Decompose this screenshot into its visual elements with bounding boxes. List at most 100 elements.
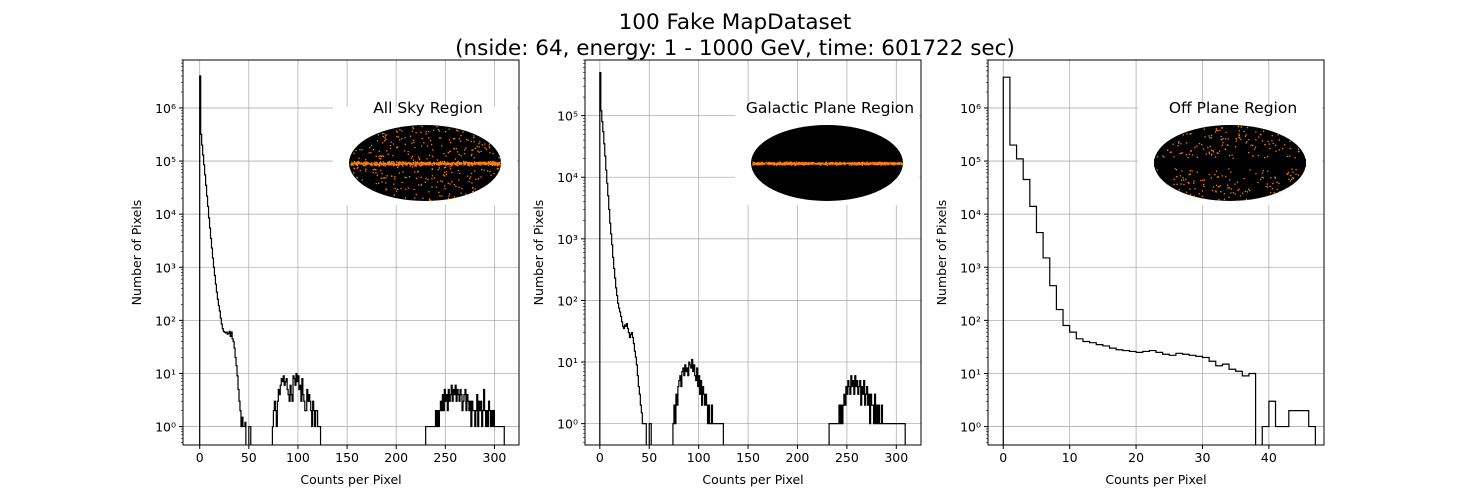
sky-point xyxy=(1278,139,1280,141)
sky-point xyxy=(463,164,465,166)
sky-point xyxy=(869,163,871,166)
sky-point xyxy=(497,162,499,165)
sky-point xyxy=(891,163,893,166)
sky-point xyxy=(883,161,885,164)
sky-point xyxy=(881,162,883,164)
sky-point xyxy=(1215,184,1218,186)
sky-point xyxy=(380,162,383,164)
sky-point xyxy=(474,188,476,190)
sky-point xyxy=(437,163,440,165)
sky-point xyxy=(429,199,431,201)
sky-point xyxy=(353,161,356,163)
sky-point xyxy=(416,161,419,163)
sky-point xyxy=(1219,185,1221,187)
sky-point xyxy=(849,162,851,165)
sky-point xyxy=(409,163,411,165)
sky-point xyxy=(384,140,386,142)
sky-point xyxy=(1217,152,1219,154)
sky-point xyxy=(1186,133,1188,135)
sky-point xyxy=(449,150,451,153)
sky-point xyxy=(416,171,419,173)
sky-point xyxy=(878,161,880,163)
sky-point xyxy=(425,133,427,135)
sky-point xyxy=(886,162,889,164)
sky-point xyxy=(469,165,471,167)
sky-point xyxy=(775,163,777,165)
sky-point xyxy=(780,163,782,165)
sky-point xyxy=(428,198,431,200)
figure-subtitle: (nside: 64, energy: 1 - 1000 GeV, time: … xyxy=(455,36,1015,61)
x-tick-label: 0 xyxy=(999,450,1007,465)
sky-point xyxy=(835,163,837,165)
sky-point xyxy=(360,162,362,164)
sky-point xyxy=(810,162,812,164)
sky-point xyxy=(813,162,815,164)
sky-point xyxy=(490,163,492,165)
sky-point xyxy=(1222,138,1224,140)
sky-point xyxy=(1163,156,1165,158)
sky-point xyxy=(423,142,425,144)
sky-point xyxy=(851,164,853,166)
sky-point xyxy=(373,162,375,165)
sky-point xyxy=(782,164,784,166)
sky-point xyxy=(415,193,417,196)
sky-point xyxy=(1255,139,1257,141)
sky-point xyxy=(863,163,866,165)
y-tick-label: 10⁰ xyxy=(960,420,981,435)
sky-point xyxy=(386,163,388,165)
sky-point xyxy=(368,152,370,154)
sky-point xyxy=(1181,170,1183,172)
sky-point xyxy=(870,162,872,164)
sky-point xyxy=(838,163,840,165)
sky-point xyxy=(476,146,478,148)
sky-point xyxy=(870,163,872,165)
sky-point xyxy=(408,162,410,164)
sky-point xyxy=(1237,125,1240,128)
sky-point xyxy=(1209,145,1211,148)
sky-point xyxy=(826,163,828,165)
sky-point xyxy=(386,150,388,152)
sky-point xyxy=(1217,130,1219,132)
sky-point xyxy=(378,165,380,167)
sky-point xyxy=(410,163,412,165)
sky-point xyxy=(1225,138,1227,140)
sky-point xyxy=(365,168,367,170)
sky-point xyxy=(1203,128,1205,130)
sky-point xyxy=(1220,191,1222,193)
sky-point xyxy=(1200,179,1202,182)
inset-off-plane xyxy=(1138,107,1322,205)
sky-point xyxy=(788,164,791,166)
sky-point xyxy=(398,161,400,163)
sky-point xyxy=(1286,173,1288,175)
sky-point xyxy=(439,162,441,165)
sky-point xyxy=(385,177,387,179)
sky-point xyxy=(405,188,407,191)
sky-point xyxy=(367,163,369,165)
y-tick-label: 10⁴ xyxy=(557,170,578,185)
sky-point xyxy=(399,139,401,141)
sky-point xyxy=(438,191,440,193)
sky-point xyxy=(828,162,831,165)
sky-point xyxy=(799,162,801,164)
sky-point xyxy=(1290,175,1292,177)
sky-point xyxy=(884,164,886,166)
x-axis-label: Counts per Pixel xyxy=(1105,472,1206,487)
sky-point xyxy=(1219,150,1221,152)
x-tick-label: 100 xyxy=(286,450,310,465)
sky-point xyxy=(882,162,884,165)
sky-point xyxy=(384,135,386,137)
sky-point xyxy=(468,180,470,183)
sky-point xyxy=(850,162,852,164)
sky-point xyxy=(768,163,770,165)
sky-point xyxy=(371,161,373,164)
y-tick-label: 10⁰ xyxy=(155,420,176,435)
sky-point xyxy=(786,161,788,163)
sky-point xyxy=(421,137,423,140)
sky-point xyxy=(396,164,398,166)
sky-point xyxy=(1264,143,1266,146)
sky-point xyxy=(876,164,878,166)
sky-point xyxy=(787,163,789,165)
sky-point xyxy=(1215,190,1217,192)
sky-point xyxy=(1238,130,1240,132)
sky-point xyxy=(399,163,401,166)
